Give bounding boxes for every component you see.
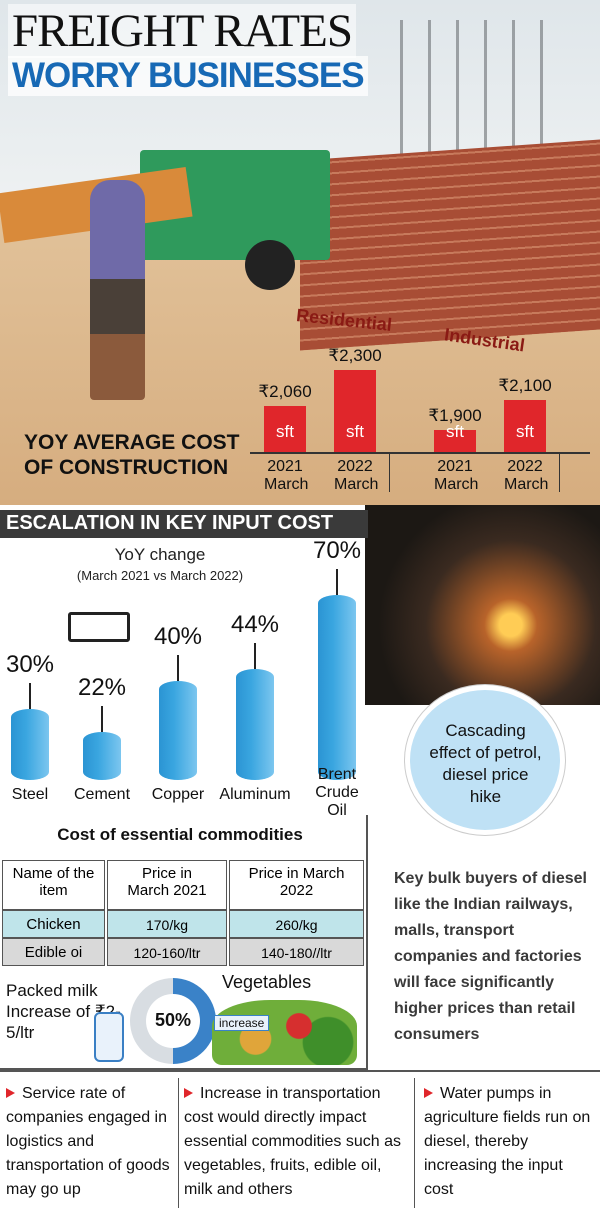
bullet-arrow — [6, 1088, 15, 1098]
stem — [101, 705, 103, 732]
value-label: 30% — [5, 650, 55, 678]
welder-photo — [365, 505, 600, 705]
stem — [336, 569, 338, 596]
x-tick-label: 2022 March — [504, 458, 549, 493]
worker — [90, 180, 145, 400]
separator — [559, 452, 560, 492]
value-label: 44% — [230, 611, 280, 639]
milk-text: Packed milk Increase of ₹2-5/ltr — [6, 981, 121, 1042]
bar-unit: sft — [516, 422, 534, 441]
table-cell: 260/kg — [229, 910, 364, 938]
chart2-subtitle: YoY change — [114, 545, 206, 564]
divider — [178, 1078, 179, 1208]
x-tick-label: 2021 March — [434, 458, 479, 493]
header-cell: Name of the item — [2, 860, 105, 910]
x-tick-label: 2022 March — [334, 458, 379, 493]
x-tick-label: Aluminum — [219, 786, 291, 803]
value-label: ₹1,900 — [428, 405, 482, 425]
scaffold — [400, 20, 550, 160]
table-cell: 120-160/ltr — [107, 938, 227, 966]
bar — [236, 669, 274, 780]
x-tick-label: 2021 March — [264, 458, 309, 493]
callout-text: Cascading effect of petrol, diesel price… — [429, 721, 542, 806]
x-tick-label: Cement — [73, 786, 131, 803]
bar — [159, 680, 197, 780]
bullet-text: Increase in transportation cost would di… — [184, 1085, 401, 1198]
table-frame — [0, 815, 368, 1070]
bar — [11, 708, 49, 780]
value-label: 70% — [312, 537, 362, 565]
title-line2: WORRY BUSINESSES — [8, 56, 368, 96]
truck-icon — [68, 612, 130, 642]
value-label: ₹2,100 — [498, 375, 552, 395]
chart2-title: ESCALATION IN KEY INPUT COST — [0, 510, 368, 538]
bar — [334, 369, 376, 452]
value-label: ₹2,060 — [258, 381, 312, 401]
bar-unit: sft — [346, 422, 364, 441]
bullet-text: Water pumps in agriculture fields run on… — [424, 1085, 591, 1198]
veg-photo — [212, 1000, 357, 1065]
header-cell: Price in March 2022 — [229, 860, 364, 910]
bar-unit: sft — [276, 422, 294, 441]
table-cell: Chicken — [2, 910, 105, 938]
bullet-arrow — [424, 1088, 433, 1098]
bar — [504, 399, 546, 452]
veg-value: 50% — [154, 1010, 192, 1030]
table-cell: 170/kg — [107, 910, 227, 938]
value-label: ₹2,300 — [328, 345, 382, 365]
bar — [318, 595, 356, 780]
table-cell: Edible oi — [2, 938, 105, 966]
separator — [389, 452, 390, 492]
value-label: 40% — [153, 622, 203, 650]
chart2-note: (March 2021 vs March 2022) — [76, 568, 244, 583]
title-line1: FREIGHT RATES — [8, 4, 356, 58]
milk-pack — [94, 1012, 124, 1062]
divider — [414, 1078, 415, 1208]
bar — [434, 429, 476, 452]
wheel — [245, 240, 295, 290]
callout-circle — [405, 685, 565, 835]
stem — [177, 654, 179, 681]
table-title: Cost of essential commodities — [57, 825, 303, 844]
baseline — [250, 452, 590, 454]
buyers-note: Key bulk buyers of diesel like the India… — [394, 870, 587, 1043]
donut-hole — [146, 994, 200, 1048]
bullet-arrow — [184, 1088, 193, 1098]
value-label: 22% — [77, 673, 127, 701]
stem — [29, 682, 31, 709]
bar — [83, 731, 121, 780]
divider — [0, 1070, 600, 1072]
x-tick-label: Copper — [151, 786, 205, 803]
bullet-text: Service rate of companies engaged in log… — [6, 1085, 170, 1198]
stem — [254, 643, 256, 670]
x-tick-label: Brent Crude Oil — [315, 766, 359, 819]
veg-note: increase — [214, 1015, 270, 1031]
x-tick-label: Steel — [11, 786, 49, 803]
chart1-title: YOY AVERAGE COST OF CONSTRUCTION — [24, 431, 240, 479]
bar — [264, 405, 306, 452]
table-cell: 140-180//ltr — [229, 938, 364, 966]
veg-label: Vegetables — [222, 972, 312, 992]
bar-unit: sft — [446, 422, 464, 441]
header-cell: Price in March 2021 — [107, 860, 227, 910]
